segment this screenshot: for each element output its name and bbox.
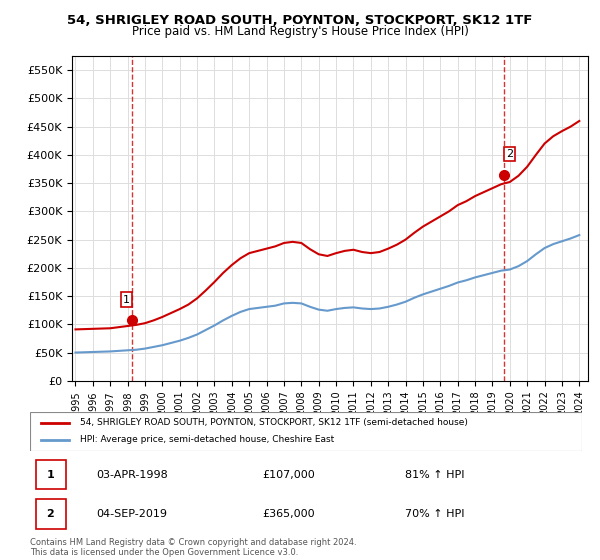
Text: 04-SEP-2019: 04-SEP-2019	[96, 509, 167, 519]
Text: £107,000: £107,000	[262, 470, 314, 479]
Text: 54, SHRIGLEY ROAD SOUTH, POYNTON, STOCKPORT, SK12 1TF (semi-detached house): 54, SHRIGLEY ROAD SOUTH, POYNTON, STOCKP…	[80, 418, 467, 427]
Text: 1: 1	[47, 470, 54, 479]
Text: 70% ↑ HPI: 70% ↑ HPI	[406, 509, 465, 519]
Text: 81% ↑ HPI: 81% ↑ HPI	[406, 470, 465, 479]
Text: 2: 2	[506, 149, 513, 159]
Text: 1: 1	[123, 295, 130, 305]
FancyBboxPatch shape	[30, 412, 582, 451]
FancyBboxPatch shape	[35, 499, 66, 529]
Text: 2: 2	[47, 509, 54, 519]
Text: 03-APR-1998: 03-APR-1998	[96, 470, 168, 479]
Text: 54, SHRIGLEY ROAD SOUTH, POYNTON, STOCKPORT, SK12 1TF: 54, SHRIGLEY ROAD SOUTH, POYNTON, STOCKP…	[67, 14, 533, 27]
FancyBboxPatch shape	[35, 460, 66, 489]
Text: £365,000: £365,000	[262, 509, 314, 519]
Text: Price paid vs. HM Land Registry's House Price Index (HPI): Price paid vs. HM Land Registry's House …	[131, 25, 469, 38]
Text: Contains HM Land Registry data © Crown copyright and database right 2024.
This d: Contains HM Land Registry data © Crown c…	[30, 538, 356, 557]
Text: HPI: Average price, semi-detached house, Cheshire East: HPI: Average price, semi-detached house,…	[80, 435, 334, 444]
